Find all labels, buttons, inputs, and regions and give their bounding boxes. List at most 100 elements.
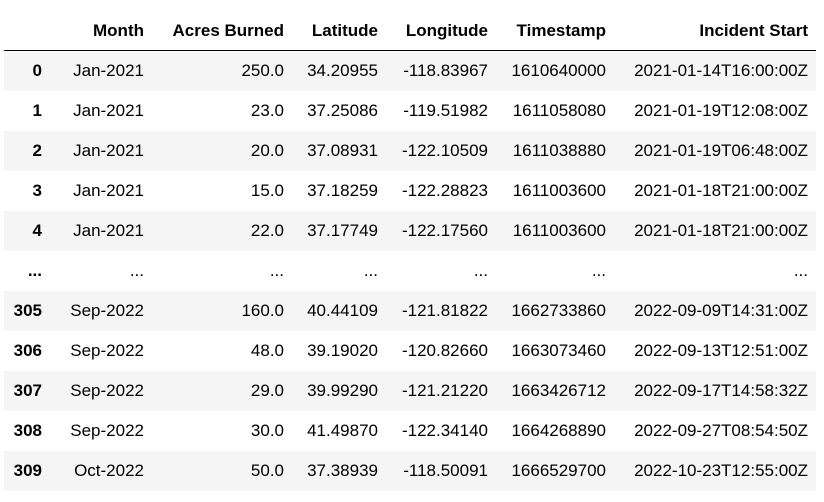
longitude-cell: -118.83967	[403, 60, 488, 80]
timestamp-cell: 1611003600	[512, 180, 606, 200]
month-cell: Jan-2021	[73, 60, 144, 80]
acres-burned-cell: 20.0	[250, 140, 284, 160]
month-cell: Jan-2021	[73, 100, 144, 120]
acres-burned-cell: 23.0	[250, 100, 284, 120]
incident-start-cell: 2022-09-17T14:58:32Z	[634, 380, 808, 400]
incident-start-cell: 2022-09-13T12:51:00Z	[634, 340, 808, 360]
table-row: 3 Jan-2021 15.0 37.18259 -122.28823 161100360…	[4, 170, 816, 211]
latitude-cell: 37.38939	[307, 460, 378, 480]
incident-start-cell: 2021-01-18T21:00:00Z	[634, 180, 808, 200]
timestamp-cell: 1611003600	[512, 220, 606, 240]
table-row: 307 Sep-2022 29.0 39.99290 -121.21220 1663426…	[4, 370, 816, 411]
row-index: 1	[32, 100, 42, 120]
month-cell: Sep-2022	[70, 380, 144, 400]
table-row: 2 Jan-2021 20.0 37.08931 -122.10509 161103888…	[4, 130, 816, 171]
table-row: 308 Sep-2022 30.0 41.49870 -122.34140 1664268…	[4, 410, 816, 451]
longitude-cell: -122.28823	[401, 180, 488, 200]
longitude-cell: -122.17560	[401, 220, 488, 240]
month-cell: Sep-2022	[70, 420, 144, 440]
header-row: Month Acres Burned Latitude Longitude Ti…	[4, 12, 816, 51]
month-cell: Sep-2022	[70, 300, 144, 320]
latitude-cell: 37.17749	[307, 220, 378, 240]
longitude-cell: ...	[473, 260, 488, 280]
row-index: 4	[32, 220, 42, 240]
acres-burned-cell: 160.0	[241, 300, 284, 320]
month-cell: Oct-2022	[74, 460, 144, 480]
timestamp-cell: 1611038880	[512, 140, 606, 160]
row-index: 0	[32, 60, 42, 80]
acres-burned-cell: ...	[269, 260, 284, 280]
month-cell: Jan-2021	[73, 180, 144, 200]
longitude-cell: -119.51982	[403, 100, 488, 120]
acres-burned-cell: 22.0	[250, 220, 284, 240]
row-index: ...	[27, 260, 42, 280]
row-index: 306	[13, 340, 42, 360]
row-index: 3	[32, 180, 42, 200]
incident-start-cell: 2022-09-27T08:54:50Z	[634, 420, 808, 440]
row-index: 309	[13, 460, 42, 480]
row-index: 307	[13, 380, 42, 400]
longitude-cell: -122.34140	[401, 420, 488, 440]
incident-start-cell: 2021-01-14T16:00:00Z	[634, 60, 808, 80]
month-cell: Jan-2021	[73, 140, 144, 160]
timestamp-cell: 1662733860	[511, 300, 606, 320]
month-cell: Jan-2021	[73, 220, 144, 240]
column-header-latitude: Latitude	[292, 12, 386, 51]
incident-start-cell: ...	[793, 260, 808, 280]
incident-start-cell: 2022-10-23T12:55:00Z	[634, 460, 808, 480]
column-header-longitude: Longitude	[386, 12, 496, 51]
timestamp-cell: ...	[591, 260, 606, 280]
row-index: 308	[13, 420, 42, 440]
incident-start-cell: 2021-01-19T06:48:00Z	[634, 140, 808, 160]
column-header-incident-start: Incident Start	[614, 12, 816, 51]
longitude-cell: -118.50091	[403, 460, 488, 480]
month-cell: Sep-2022	[70, 340, 144, 360]
column-header-acres-burned: Acres Burned	[152, 12, 292, 51]
row-index: 305	[13, 300, 42, 320]
latitude-cell: ...	[363, 260, 378, 280]
timestamp-cell: 1611058080	[512, 100, 606, 120]
dataframe-table: Month Acres Burned Latitude Longitude Ti…	[4, 12, 816, 491]
acres-burned-cell: 29.0	[250, 380, 284, 400]
month-cell: ...	[129, 260, 144, 280]
timestamp-cell: 1610640000	[511, 60, 606, 80]
timestamp-cell: 1664268890	[511, 420, 606, 440]
table-row: 305 Sep-2022 160.0 40.44109 -121.81822 166273…	[4, 290, 816, 331]
table-body: 0 Jan-2021 250.0 34.20955 -118.83967 16106400…	[4, 50, 816, 491]
table-row: 309 Oct-2022 50.0 37.38939 -118.50091 1666529…	[4, 450, 816, 491]
timestamp-cell: 1666529700	[511, 460, 606, 480]
table-row: 0 Jan-2021 250.0 34.20955 -118.83967 16106400…	[4, 50, 816, 91]
latitude-cell: 34.20955	[307, 60, 378, 80]
index-header	[4, 12, 50, 51]
incident-start-cell: 2022-09-09T14:31:00Z	[634, 300, 808, 320]
table-row: 306 Sep-2022 48.0 39.19020 -120.82660 1663073…	[4, 330, 816, 371]
latitude-cell: 39.19020	[307, 340, 378, 360]
longitude-cell: -120.82660	[401, 340, 488, 360]
timestamp-cell: 1663426712	[511, 380, 606, 400]
table-row: 1 Jan-2021 23.0 37.25086 -119.51982 161105808…	[4, 90, 816, 131]
acres-burned-cell: 15.0	[250, 180, 284, 200]
timestamp-cell: 1663073460	[511, 340, 606, 360]
incident-start-cell: 2021-01-18T21:00:00Z	[634, 220, 808, 240]
column-header-month: Month	[50, 12, 152, 51]
acres-burned-cell: 48.0	[250, 340, 284, 360]
ellipsis-row: .....................	[4, 250, 816, 291]
latitude-cell: 37.25086	[307, 100, 378, 120]
latitude-cell: 40.44109	[307, 300, 378, 320]
row-index: 2	[32, 140, 42, 160]
table-row: 4 Jan-2021 22.0 37.17749 -122.17560 161100360…	[4, 210, 816, 251]
longitude-cell: -121.81822	[401, 300, 488, 320]
acres-burned-cell: 30.0	[250, 420, 284, 440]
acres-burned-cell: 250.0	[241, 60, 284, 80]
longitude-cell: -121.21220	[401, 380, 488, 400]
longitude-cell: -122.10509	[401, 140, 488, 160]
table-header: Month Acres Burned Latitude Longitude Ti…	[4, 12, 816, 51]
latitude-cell: 37.18259	[307, 180, 378, 200]
incident-start-cell: 2021-01-19T12:08:00Z	[634, 100, 808, 120]
latitude-cell: 37.08931	[307, 140, 378, 160]
latitude-cell: 39.99290	[307, 380, 378, 400]
column-header-timestamp: Timestamp	[496, 12, 614, 51]
latitude-cell: 41.49870	[307, 420, 378, 440]
acres-burned-cell: 50.0	[250, 460, 284, 480]
